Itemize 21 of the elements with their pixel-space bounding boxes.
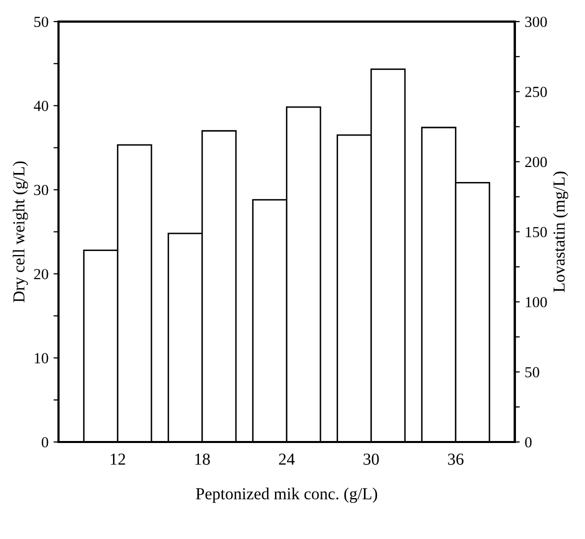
y2-tick-label: 50	[525, 367, 540, 378]
y-tick-label: 20	[34, 268, 48, 280]
x-tick-label: 18	[195, 454, 210, 465]
y2-tick-label: 300	[525, 16, 547, 28]
y-axis-title: Dry cell weight (g/L)	[12, 161, 28, 302]
y2-tick-label: 150	[526, 226, 547, 238]
x-tick-label: 30	[364, 454, 379, 465]
x-tick-label: 36	[448, 454, 464, 465]
y2-tick-label: 100	[526, 296, 547, 308]
y-tick-label: 10	[34, 353, 48, 364]
y-tick-label: 40	[34, 100, 48, 112]
x-axis-title: Peptonized mik conc. (g/L)	[196, 488, 378, 503]
y-tick-label: 30	[34, 184, 48, 196]
y2-tick-label: 250	[525, 86, 547, 98]
x-tick-label: 12	[110, 454, 126, 465]
y2-axis-title: Lovastatin (mg/L)	[552, 172, 568, 292]
y-tick-label: 0	[42, 437, 48, 448]
y2-tick-label: 0	[525, 437, 532, 448]
y-tick-label: 50	[34, 16, 48, 28]
y2-tick-label: 200	[525, 156, 547, 168]
x-tick-label: 24	[279, 454, 295, 465]
